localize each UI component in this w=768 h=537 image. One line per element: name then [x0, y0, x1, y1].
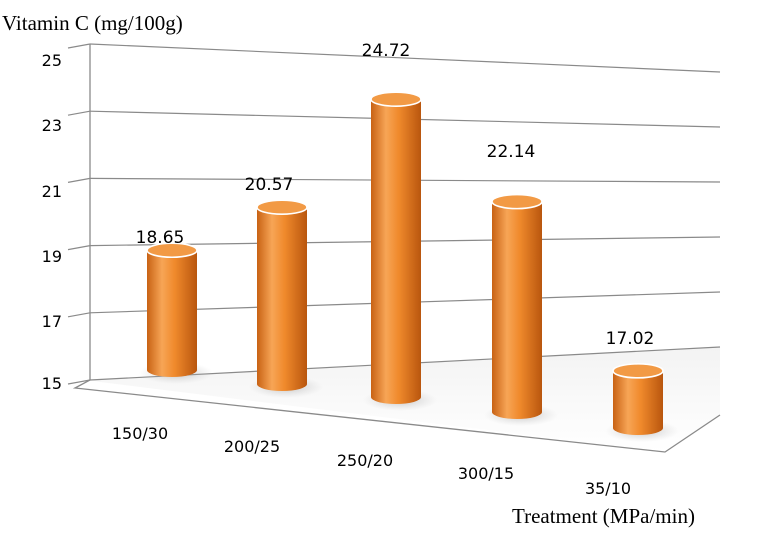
y-tick-mark — [67, 110, 91, 116]
bar — [139, 242, 213, 384]
y-tick-label: 17 — [42, 312, 62, 331]
bar-top — [146, 242, 198, 259]
data-label: 20.57 — [245, 175, 294, 195]
floor-edge — [72, 379, 721, 453]
x-tick-label: 35/10 — [585, 479, 631, 498]
data-label: 24.72 — [362, 41, 411, 61]
data-label: 18.65 — [136, 228, 185, 248]
y-tick-label: 15 — [42, 374, 62, 393]
x-tick-labels: 150/30 200/25 250/20 300/15 35/10 — [112, 424, 631, 498]
y-tick-mark — [67, 245, 91, 251]
x-tick-label: 250/20 — [337, 451, 393, 470]
bar-top — [256, 199, 308, 216]
bar-body — [492, 201, 542, 419]
y-tick-label: 19 — [42, 247, 62, 266]
y-tick-mark — [67, 379, 91, 385]
y-tick-label: 21 — [42, 182, 62, 201]
y-tick-mark — [67, 177, 91, 183]
y-tick-mark — [67, 43, 91, 49]
bar-body — [147, 250, 197, 377]
gridline — [89, 43, 721, 73]
bars — [139, 91, 679, 442]
y-tick-label: 25 — [42, 51, 62, 70]
y-tick-mark — [67, 312, 91, 318]
y-tick-label: 23 — [42, 116, 62, 135]
bar-top — [491, 193, 543, 210]
y-axis-title: Vitamin C (mg/100g) — [2, 11, 183, 35]
bar — [249, 199, 323, 398]
bar — [484, 193, 558, 426]
data-label: 22.14 — [487, 142, 536, 162]
bar-top — [370, 91, 422, 108]
x-tick-label: 300/15 — [458, 464, 514, 483]
x-tick-label: 150/30 — [112, 424, 168, 443]
x-tick-label: 200/25 — [224, 437, 280, 456]
x-axis-title: Treatment (MPa/min) — [512, 504, 695, 528]
y-tick-labels: 15 17 19 21 23 25 — [42, 51, 62, 393]
bar-body — [371, 99, 421, 404]
bar-top — [612, 363, 664, 379]
bar — [363, 91, 437, 411]
bar-body — [257, 207, 307, 391]
data-label: 17.02 — [606, 329, 655, 349]
bar-body — [613, 370, 663, 435]
bar — [605, 363, 679, 442]
data-labels: 18.65 20.57 24.72 22.14 17.02 — [136, 41, 655, 349]
